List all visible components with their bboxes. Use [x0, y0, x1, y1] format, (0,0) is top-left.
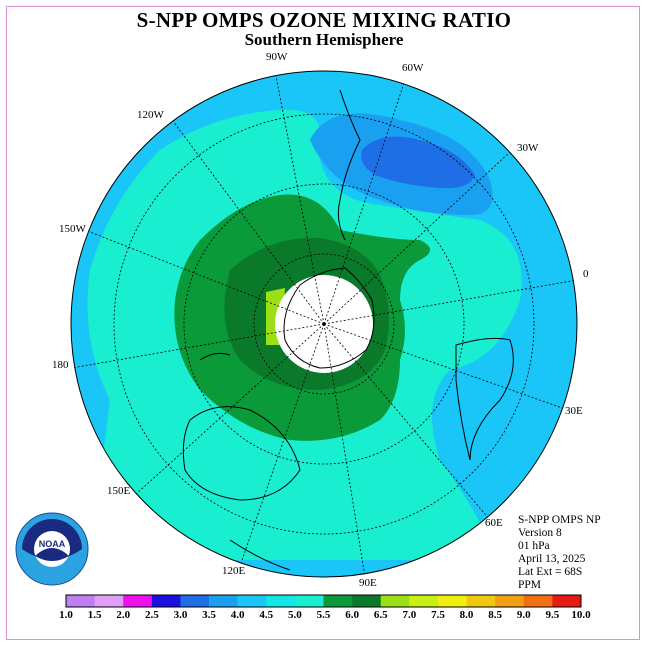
colorbar-tick-label: 9.5 — [545, 609, 560, 621]
colorbar-tick-label: 10.0 — [571, 609, 591, 621]
colorbar-swatch — [209, 595, 238, 607]
colorbar-swatch — [123, 595, 153, 607]
lon-label-150w: 150W — [59, 223, 86, 235]
graticule — [71, 71, 577, 577]
colorbar-tick-label: 8.0 — [459, 609, 474, 621]
colorbar-tick-label: 2.0 — [116, 609, 131, 621]
info-version: Version 8 — [518, 527, 562, 539]
colorbar-tick-label: 6.0 — [345, 609, 359, 621]
page-frame — [6, 6, 640, 640]
info-date: April 13, 2025 — [518, 553, 586, 565]
lon-label-30e: 30E — [565, 405, 583, 417]
info-instrument: S-NPP OMPS NP — [518, 514, 601, 526]
colorbar-tick-label: 1.0 — [59, 609, 73, 621]
lon-label-150e: 150E — [107, 485, 131, 497]
colorbar-tick-label: 3.0 — [173, 609, 188, 621]
lon-label-30w: 30W — [517, 142, 539, 154]
colorbar-swatch — [552, 595, 582, 607]
lon-label-180: 180 — [52, 359, 69, 371]
map-title: S-NPP OMPS OZONE MIXING RATIO — [136, 8, 512, 32]
colorbar-tick-label: 4.5 — [259, 609, 274, 621]
colorbar-swatch — [294, 595, 324, 607]
colorbar-frame — [65, 594, 582, 608]
coastlines — [182, 89, 514, 571]
info-level: 01 hPa — [518, 540, 550, 552]
colorbar-swatch — [437, 595, 467, 607]
noaa-logo: NOAA — [15, 512, 89, 586]
info-units: PPM — [518, 579, 542, 591]
colorbar-swatch — [266, 595, 296, 607]
map-subtitle: Southern Hemisphere — [244, 30, 404, 49]
south-pole-marker — [322, 322, 326, 326]
map-boundary — [70, 70, 578, 578]
colorbar-tick-label: 5.5 — [316, 609, 331, 621]
colorbar-swatch — [466, 595, 496, 607]
colorbar-swatch — [237, 595, 267, 607]
colorbar-swatch — [523, 595, 553, 607]
colorbar-swatch — [66, 595, 95, 607]
colorbar-swatch — [151, 595, 181, 607]
colorbar-swatch — [323, 595, 353, 607]
colorbar-tick-label: 9.0 — [516, 609, 531, 621]
colorbar-tick-label: 6.5 — [373, 609, 388, 621]
colorbar-swatch — [409, 595, 439, 607]
colorbar-tick-label: 8.5 — [488, 609, 503, 621]
ozone-field-dark-blue-patch — [361, 136, 475, 189]
colorbar-swatch — [495, 595, 525, 607]
lon-label-0: 0 — [583, 268, 589, 280]
colorbar — [65, 594, 582, 608]
colorbar-swatch — [180, 595, 210, 607]
colorbar-swatch — [94, 595, 124, 607]
colorbar-swatch — [352, 595, 382, 607]
colorbar-tick-label: 7.5 — [431, 609, 445, 621]
info-block: S-NPP OMPS NP Version 8 01 hPa April 13,… — [518, 514, 601, 592]
noaa-logo-text: NOAA — [39, 539, 66, 549]
lon-label-90w: 90W — [266, 51, 288, 63]
colorbar-tick-label: 1.5 — [87, 609, 102, 621]
colorbar-tick-label: 4.0 — [230, 609, 245, 621]
lon-label-120e: 120E — [222, 565, 246, 577]
lon-label-90e: 90E — [359, 577, 377, 589]
colorbar-tick-label: 7.0 — [402, 609, 417, 621]
lon-label-120w: 120W — [137, 109, 164, 121]
colorbar-tick-label: 2.5 — [144, 609, 159, 621]
info-lat-ext: Lat Ext = 68S — [518, 566, 583, 578]
colorbar-tick-label: 5.0 — [288, 609, 302, 621]
lon-label-60e: 60E — [485, 517, 503, 529]
lon-label-60w: 60W — [402, 62, 424, 74]
colorbar-swatch — [380, 595, 410, 607]
colorbar-tick-label: 3.5 — [202, 609, 216, 621]
